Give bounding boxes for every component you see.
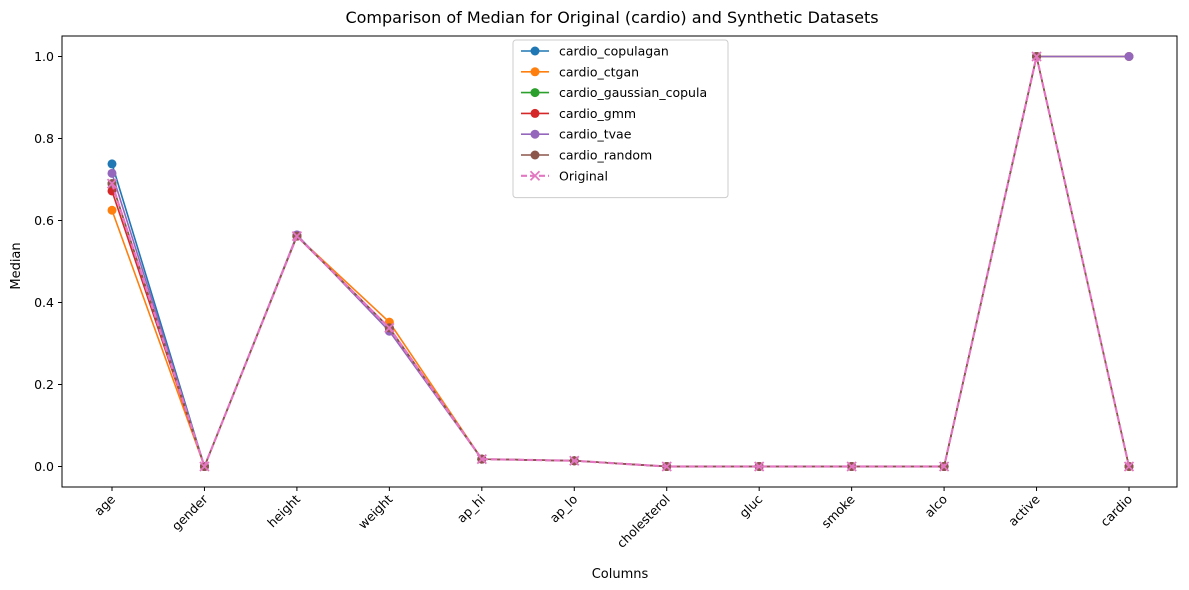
y-tick-label: 1.0 [34,49,54,64]
data-point [476,453,487,465]
series-layer [106,51,1135,472]
legend-label: cardio_random [559,148,652,163]
legend-box [512,39,729,199]
data-point [384,322,395,334]
legend-label: cardio_copulagan [559,44,669,59]
x-axis-label: Columns [592,567,649,582]
legend-label: cardio_gaussian_copula [559,85,707,100]
data-point [1031,51,1042,62]
y-axis: 0.0 0.2 0.4 0.6 0.8 1.0 [34,49,62,474]
data-point [938,461,950,472]
data-point [199,461,210,472]
x-tick-label: smoke [818,491,858,531]
legend-item: cardio_ctgan [521,64,639,79]
data-point [107,159,117,169]
legend: cardio_copulagan cardio_ctgan cardio_gauss… [512,39,729,199]
data-point [754,461,765,472]
data-point [569,455,580,466]
data-point [846,461,857,472]
legend-item: cardio_tvae [521,127,632,142]
legend-item: cardio_gmm [521,106,636,121]
x-tick-label: cholesterol [614,492,673,551]
data-point [291,230,303,242]
y-tick-label: 0.0 [34,459,54,474]
y-tick-label: 0.4 [34,295,54,310]
legend-label: cardio_ctgan [559,64,639,79]
chart-title: Comparison of Median for Original (cardi… [345,8,878,27]
y-axis-label: Median [9,242,24,289]
y-tick-label: 0.6 [34,213,54,228]
data-point [106,178,118,189]
data-point [1124,52,1134,61]
legend-item: Original [521,168,608,183]
x-tick-label: ap_hi [454,492,488,526]
plot-area [61,35,1178,488]
series-Original [106,51,1135,472]
x-axis: age gender height weight ap_hi ap_lo cholester… [91,487,1135,551]
x-tick-label: ap_lo [546,492,580,526]
x-tick-label: cardio [1097,492,1135,530]
legend-label: cardio_gmm [559,106,636,121]
x-tick-label: gluc [736,491,765,520]
y-tick-label: 0.8 [34,131,54,146]
x-tick-label: active [1005,491,1043,529]
y-tick-label: 0.2 [34,377,54,392]
series-line [110,55,1131,468]
data-point [107,205,117,215]
x-tick-label: gender [169,491,212,534]
axes-frame [61,35,1178,488]
data-point [107,168,117,178]
x-tick-label: age [91,491,118,518]
legend-label: cardio_tvae [559,127,632,142]
legend-item: cardio_gaussian_copula [521,85,707,100]
data-point [1123,461,1135,472]
legend-item: cardio_random [521,148,652,163]
data-point [661,461,672,472]
x-tick-label: alco [921,492,950,521]
x-tick-label: height [264,491,303,530]
legend-label: Original [559,168,608,183]
legend-item: cardio_copulagan [521,44,669,59]
x-tick-label: weight [355,491,395,531]
